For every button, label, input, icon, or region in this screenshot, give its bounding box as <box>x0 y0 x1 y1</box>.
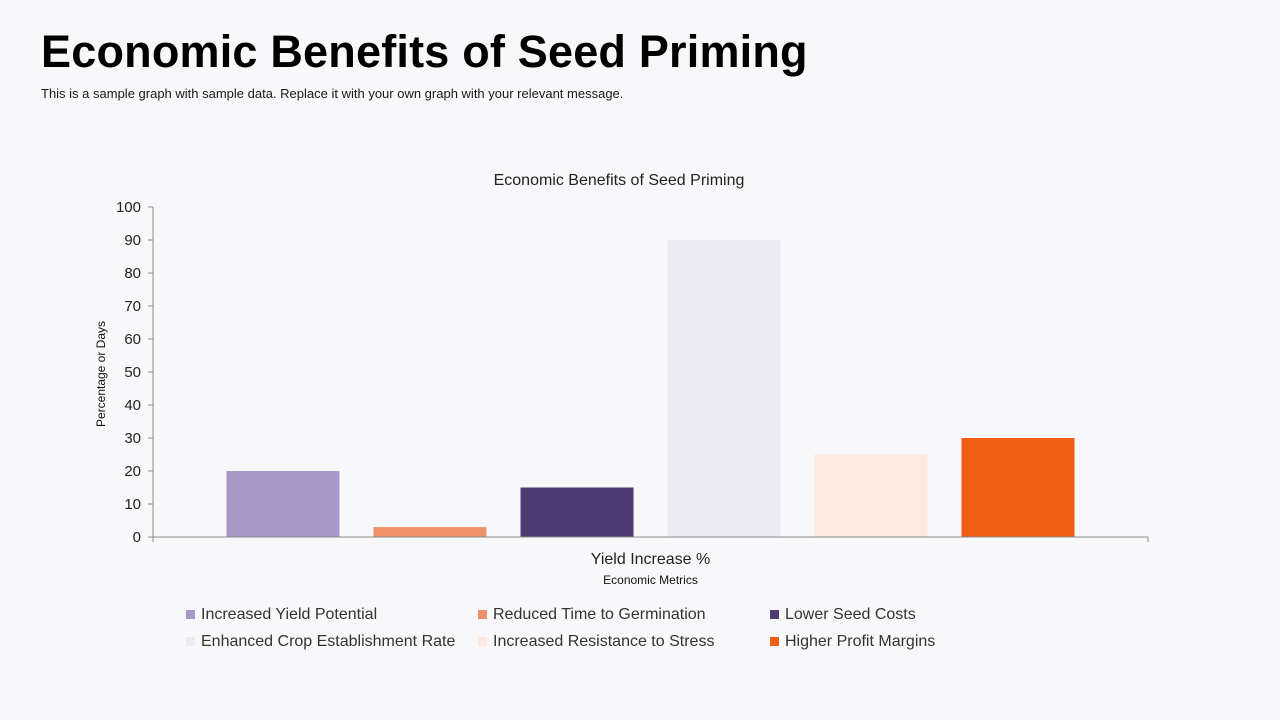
page-subtitle: This is a sample graph with sample data.… <box>41 86 624 101</box>
category-label: Yield Increase % <box>591 551 710 568</box>
legend-label: Higher Profit Margins <box>785 632 936 650</box>
legend-label: Reduced Time to Germination <box>493 605 706 623</box>
legend-label: Lower Seed Costs <box>785 605 916 623</box>
y-tick-label: 80 <box>124 265 141 282</box>
y-tick-label: 40 <box>124 397 141 414</box>
bars <box>226 240 1075 537</box>
legend-label: Increased Resistance to Stress <box>493 632 715 650</box>
legend-label: Increased Yield Potential <box>201 605 378 623</box>
bar-lower-seed-costs <box>520 487 634 537</box>
y-axis-title: Percentage or Days <box>94 321 108 427</box>
legend-swatch <box>478 637 487 646</box>
legend-item: Enhanced Crop Establishment Rate <box>186 631 478 652</box>
legend-item: Higher Profit Margins <box>770 631 970 652</box>
y-tick-label: 20 <box>124 463 141 480</box>
chart-legend: Increased Yield Potential Reduced Time to… <box>186 604 986 652</box>
y-tick-label: 0 <box>133 529 141 546</box>
bar-enhanced-crop-establishment-rate <box>667 240 781 537</box>
bar-higher-profit-margins <box>961 438 1075 537</box>
legend-item: Increased Yield Potential <box>186 604 478 625</box>
y-tick-label: 30 <box>124 430 141 447</box>
legend-item: Increased Resistance to Stress <box>478 631 770 652</box>
legend-item: Reduced Time to Germination <box>478 604 770 625</box>
bar-reduced-time-to-germination <box>373 527 487 537</box>
y-tick-label: 70 <box>124 298 141 315</box>
legend-swatch <box>770 637 779 646</box>
bar-increased-resistance-to-stress <box>814 454 928 537</box>
y-tick-label: 90 <box>124 232 141 249</box>
y-axis: 0 10 20 30 40 50 60 70 80 90 100 <box>116 199 154 546</box>
chart-title: Economic Benefits of Seed Priming <box>494 172 745 189</box>
legend-swatch <box>186 610 195 619</box>
y-tick-label: 60 <box>124 331 141 348</box>
bar-increased-yield-potential <box>226 471 340 537</box>
x-axis-title: Economic Metrics <box>603 573 698 587</box>
page-title: Economic Benefits of Seed Priming <box>41 26 808 77</box>
y-tick-label: 50 <box>124 364 141 381</box>
legend-item: Lower Seed Costs <box>770 604 970 625</box>
y-tick-label: 100 <box>116 199 141 216</box>
legend-swatch <box>770 610 779 619</box>
y-tick-label: 10 <box>124 496 141 513</box>
legend-swatch <box>478 610 487 619</box>
legend-label: Enhanced Crop Establishment Rate <box>201 632 456 650</box>
legend-swatch <box>186 637 195 646</box>
